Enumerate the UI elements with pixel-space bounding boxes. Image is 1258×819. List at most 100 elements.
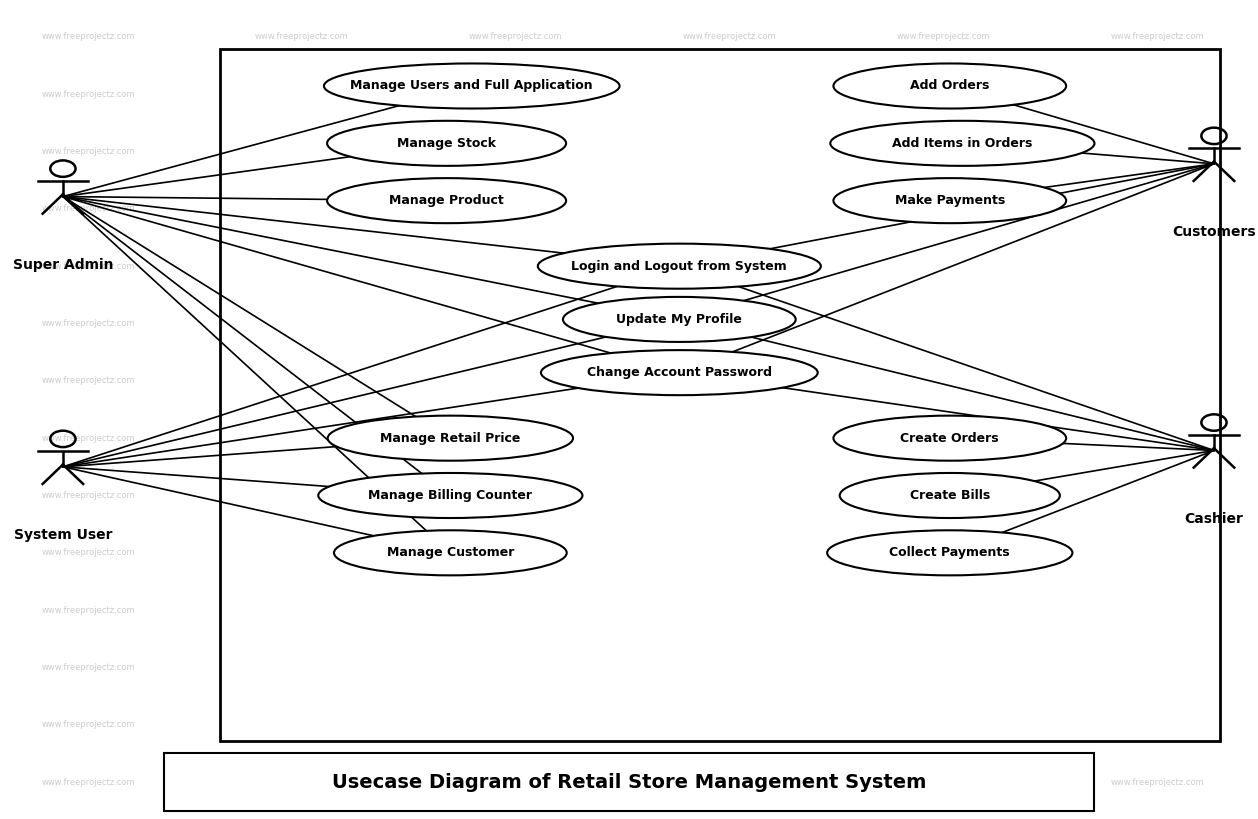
Ellipse shape: [335, 531, 566, 575]
Text: www.freeprojectz.com: www.freeprojectz.com: [897, 377, 990, 385]
Text: www.freeprojectz.com: www.freeprojectz.com: [469, 205, 562, 213]
Ellipse shape: [833, 64, 1067, 109]
Text: www.freeprojectz.com: www.freeprojectz.com: [897, 778, 990, 786]
Text: www.freeprojectz.com: www.freeprojectz.com: [469, 721, 562, 729]
Text: www.freeprojectz.com: www.freeprojectz.com: [469, 606, 562, 614]
Text: Manage Users and Full Application: Manage Users and Full Application: [351, 79, 593, 93]
Text: www.freeprojectz.com: www.freeprojectz.com: [1111, 606, 1204, 614]
Text: www.freeprojectz.com: www.freeprojectz.com: [683, 606, 776, 614]
Text: www.freeprojectz.com: www.freeprojectz.com: [469, 778, 562, 786]
Ellipse shape: [564, 297, 796, 342]
Text: www.freeprojectz.com: www.freeprojectz.com: [1111, 90, 1204, 98]
Text: www.freeprojectz.com: www.freeprojectz.com: [1111, 549, 1204, 557]
Text: www.freeprojectz.com: www.freeprojectz.com: [42, 262, 135, 270]
Text: www.freeprojectz.com: www.freeprojectz.com: [42, 549, 135, 557]
Text: www.freeprojectz.com: www.freeprojectz.com: [469, 434, 562, 442]
Text: www.freeprojectz.com: www.freeprojectz.com: [1111, 491, 1204, 500]
Text: www.freeprojectz.com: www.freeprojectz.com: [683, 549, 776, 557]
Ellipse shape: [840, 473, 1059, 518]
Ellipse shape: [833, 178, 1067, 223]
Text: www.freeprojectz.com: www.freeprojectz.com: [683, 33, 776, 41]
Text: www.freeprojectz.com: www.freeprojectz.com: [255, 663, 348, 672]
Text: www.freeprojectz.com: www.freeprojectz.com: [469, 262, 562, 270]
Text: www.freeprojectz.com: www.freeprojectz.com: [1111, 262, 1204, 270]
Text: www.freeprojectz.com: www.freeprojectz.com: [255, 549, 348, 557]
Text: www.freeprojectz.com: www.freeprojectz.com: [255, 90, 348, 98]
Text: Collect Payments: Collect Payments: [889, 546, 1010, 559]
Text: www.freeprojectz.com: www.freeprojectz.com: [255, 262, 348, 270]
Text: www.freeprojectz.com: www.freeprojectz.com: [42, 663, 135, 672]
Text: www.freeprojectz.com: www.freeprojectz.com: [897, 33, 990, 41]
Text: www.freeprojectz.com: www.freeprojectz.com: [1111, 319, 1204, 328]
Text: Update My Profile: Update My Profile: [616, 313, 742, 326]
Text: Make Payments: Make Payments: [894, 194, 1005, 207]
Text: www.freeprojectz.com: www.freeprojectz.com: [469, 377, 562, 385]
Text: Customers: Customers: [1172, 225, 1255, 239]
Text: Super Admin: Super Admin: [13, 258, 113, 272]
Ellipse shape: [327, 416, 574, 460]
Text: www.freeprojectz.com: www.freeprojectz.com: [683, 663, 776, 672]
Text: www.freeprojectz.com: www.freeprojectz.com: [1111, 434, 1204, 442]
Ellipse shape: [327, 120, 566, 166]
Text: Manage Billing Counter: Manage Billing Counter: [369, 489, 532, 502]
Text: www.freeprojectz.com: www.freeprojectz.com: [42, 147, 135, 156]
Text: Add Items in Orders: Add Items in Orders: [892, 137, 1033, 150]
Ellipse shape: [325, 64, 620, 109]
Text: Add Orders: Add Orders: [910, 79, 990, 93]
Text: www.freeprojectz.com: www.freeprojectz.com: [683, 491, 776, 500]
Text: www.freeprojectz.com: www.freeprojectz.com: [683, 319, 776, 328]
Text: www.freeprojectz.com: www.freeprojectz.com: [1111, 721, 1204, 729]
Text: www.freeprojectz.com: www.freeprojectz.com: [469, 90, 562, 98]
Text: Login and Logout from System: Login and Logout from System: [571, 260, 788, 273]
Text: www.freeprojectz.com: www.freeprojectz.com: [1111, 778, 1204, 786]
Ellipse shape: [828, 531, 1072, 575]
Text: www.freeprojectz.com: www.freeprojectz.com: [897, 319, 990, 328]
Text: www.freeprojectz.com: www.freeprojectz.com: [469, 33, 562, 41]
Text: www.freeprojectz.com: www.freeprojectz.com: [469, 491, 562, 500]
Text: www.freeprojectz.com: www.freeprojectz.com: [897, 434, 990, 442]
Text: www.freeprojectz.com: www.freeprojectz.com: [897, 205, 990, 213]
Text: www.freeprojectz.com: www.freeprojectz.com: [42, 606, 135, 614]
Text: Manage Stock: Manage Stock: [398, 137, 496, 150]
Text: www.freeprojectz.com: www.freeprojectz.com: [255, 606, 348, 614]
Text: www.freeprojectz.com: www.freeprojectz.com: [897, 491, 990, 500]
Ellipse shape: [538, 243, 821, 289]
Text: www.freeprojectz.com: www.freeprojectz.com: [42, 33, 135, 41]
Text: www.freeprojectz.com: www.freeprojectz.com: [683, 721, 776, 729]
Text: Manage Product: Manage Product: [389, 194, 504, 207]
Text: www.freeprojectz.com: www.freeprojectz.com: [255, 205, 348, 213]
Text: www.freeprojectz.com: www.freeprojectz.com: [42, 491, 135, 500]
Ellipse shape: [541, 351, 818, 395]
FancyBboxPatch shape: [164, 753, 1094, 811]
Text: www.freeprojectz.com: www.freeprojectz.com: [255, 721, 348, 729]
Text: Manage Retail Price: Manage Retail Price: [380, 432, 521, 445]
Text: www.freeprojectz.com: www.freeprojectz.com: [42, 778, 135, 786]
Text: www.freeprojectz.com: www.freeprojectz.com: [897, 721, 990, 729]
Text: www.freeprojectz.com: www.freeprojectz.com: [255, 434, 348, 442]
Text: www.freeprojectz.com: www.freeprojectz.com: [42, 434, 135, 442]
Text: www.freeprojectz.com: www.freeprojectz.com: [683, 147, 776, 156]
Text: www.freeprojectz.com: www.freeprojectz.com: [469, 319, 562, 328]
Text: www.freeprojectz.com: www.freeprojectz.com: [683, 377, 776, 385]
Text: www.freeprojectz.com: www.freeprojectz.com: [255, 377, 348, 385]
Text: www.freeprojectz.com: www.freeprojectz.com: [1111, 377, 1204, 385]
Text: www.freeprojectz.com: www.freeprojectz.com: [255, 319, 348, 328]
Text: Manage Customer: Manage Customer: [386, 546, 515, 559]
Text: www.freeprojectz.com: www.freeprojectz.com: [255, 33, 348, 41]
Text: www.freeprojectz.com: www.freeprojectz.com: [683, 90, 776, 98]
Text: www.freeprojectz.com: www.freeprojectz.com: [683, 434, 776, 442]
Text: www.freeprojectz.com: www.freeprojectz.com: [1111, 147, 1204, 156]
Text: Usecase Diagram of Retail Store Management System: Usecase Diagram of Retail Store Manageme…: [332, 772, 926, 792]
Ellipse shape: [327, 178, 566, 223]
Text: www.freeprojectz.com: www.freeprojectz.com: [255, 778, 348, 786]
Text: www.freeprojectz.com: www.freeprojectz.com: [42, 377, 135, 385]
Text: Create Orders: Create Orders: [901, 432, 999, 445]
Ellipse shape: [318, 473, 582, 518]
Text: www.freeprojectz.com: www.freeprojectz.com: [469, 147, 562, 156]
Ellipse shape: [830, 120, 1094, 166]
Text: www.freeprojectz.com: www.freeprojectz.com: [683, 205, 776, 213]
Text: www.freeprojectz.com: www.freeprojectz.com: [897, 147, 990, 156]
Ellipse shape: [833, 416, 1067, 460]
Text: Change Account Password: Change Account Password: [586, 366, 772, 379]
Text: www.freeprojectz.com: www.freeprojectz.com: [1111, 663, 1204, 672]
